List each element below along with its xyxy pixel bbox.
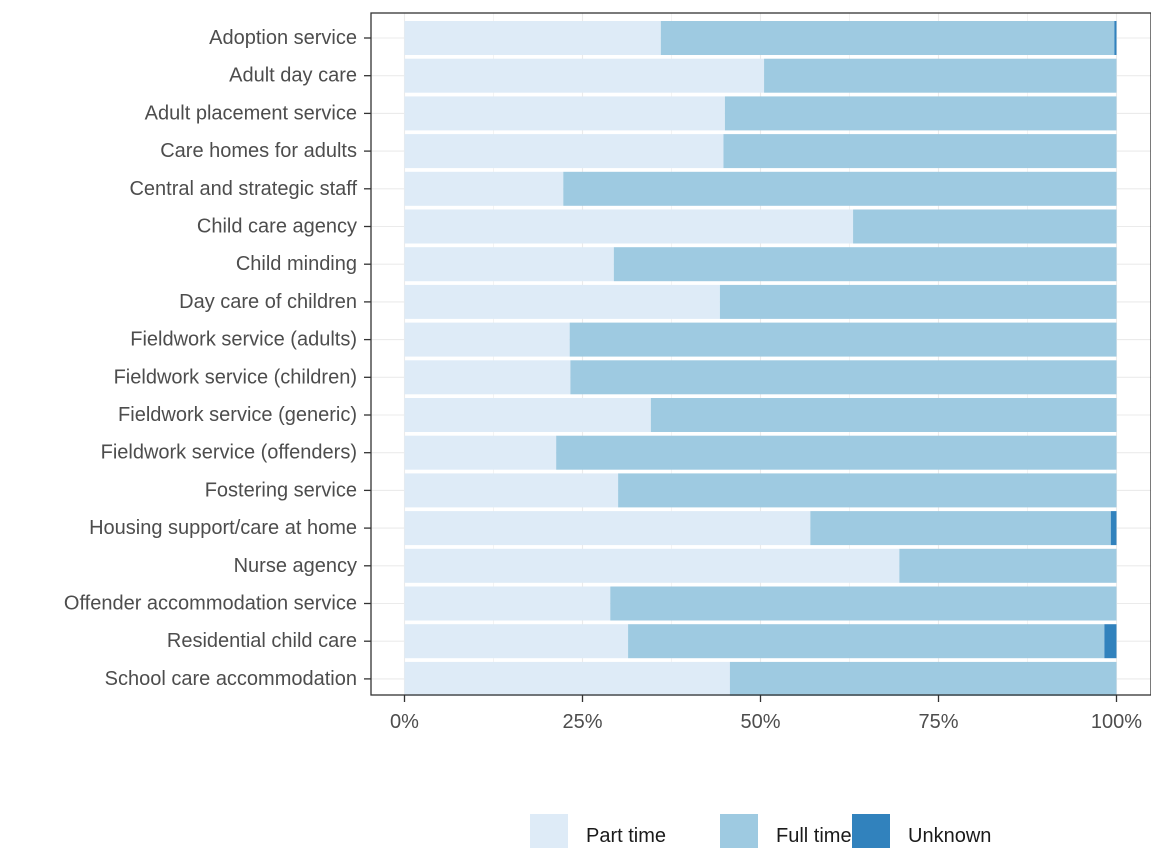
x-axis-labels: 0% 25% 50% 75% 100%: [390, 695, 1142, 733]
legend-key-unknown: [852, 814, 890, 848]
y-axis-labels: Adoption service Adult day care Adult plac…: [64, 27, 371, 690]
x-tick-label: 25%: [562, 711, 602, 733]
x-tick-label: 100%: [1091, 711, 1142, 733]
bar-segment-full-time: [724, 96, 1117, 131]
x-tick-label: 50%: [740, 711, 780, 733]
y-tick-label: Fieldwork service (adults): [130, 329, 357, 351]
bar-segment-part-time: [404, 58, 765, 93]
bar-segment-full-time: [613, 247, 1117, 282]
bar-segment-part-time: [404, 473, 619, 508]
y-tick-label: Fostering service: [205, 479, 357, 501]
bar-segment-part-time: [404, 586, 611, 621]
bar-segment-full-time: [650, 398, 1117, 432]
bar-segment-full-time: [660, 21, 1115, 55]
bar-segment-full-time: [899, 548, 1117, 583]
legend-label: Unknown: [908, 825, 991, 847]
bar-segment-part-time: [404, 398, 651, 432]
legend-label: Part time: [586, 825, 666, 847]
bar-segment-part-time: [404, 134, 724, 169]
bar-segment-full-time: [569, 322, 1117, 357]
bar-segment-part-time: [404, 511, 811, 546]
legend: Part time Full time Unknown: [530, 814, 991, 848]
x-tick-label: 0%: [390, 711, 419, 733]
legend-key-full-time: [720, 814, 758, 848]
bar-segment-part-time: [404, 21, 661, 55]
y-tick-label: Nurse agency: [234, 555, 357, 577]
bar-segment-full-time: [610, 586, 1117, 621]
bar-segment-unknown: [1104, 624, 1117, 659]
legend-key-part-time: [530, 814, 568, 848]
bar-segment-part-time: [404, 624, 629, 659]
y-tick-label: Adoption service: [209, 27, 357, 49]
bar-segment-unknown: [1110, 511, 1117, 546]
bar-segment-part-time: [404, 435, 557, 470]
y-tick-label: Housing support/care at home: [89, 517, 357, 539]
y-tick-label: Fieldwork service (generic): [118, 404, 357, 426]
y-tick-label: Adult placement service: [145, 102, 357, 124]
bar-segment-part-time: [404, 322, 570, 357]
bar-segment-part-time: [404, 171, 564, 206]
bar-segment-part-time: [404, 284, 720, 319]
bar-segment-full-time: [853, 209, 1117, 244]
x-tick-label: 75%: [918, 711, 958, 733]
y-tick-label: Residential child care: [167, 630, 357, 652]
bar-segment-full-time: [719, 284, 1117, 319]
bar-segment-part-time: [404, 209, 854, 244]
y-tick-label: Central and strategic staff: [129, 178, 357, 200]
bar-segment-unknown: [1114, 21, 1117, 55]
bar-segment-part-time: [404, 247, 614, 282]
bar-segment-full-time: [723, 134, 1117, 169]
bar-segment-full-time: [628, 624, 1105, 659]
bar-segment-full-time: [729, 661, 1117, 696]
y-tick-label: Offender accommodation service: [64, 593, 357, 615]
bar-segment-full-time: [563, 171, 1117, 206]
bar-segment-part-time: [404, 96, 725, 131]
y-tick-label: Child care agency: [197, 216, 357, 238]
bars: [404, 21, 1117, 696]
bar-segment-full-time: [570, 360, 1117, 395]
legend-label: Full time: [776, 825, 852, 847]
bar-segment-part-time: [404, 661, 730, 696]
y-tick-label: Care homes for adults: [160, 140, 357, 162]
bar-segment-full-time: [810, 511, 1111, 546]
bar-segment-full-time: [618, 473, 1117, 508]
y-tick-label: Child minding: [236, 253, 357, 275]
y-tick-label: Adult day care: [229, 65, 357, 87]
bar-segment-part-time: [404, 548, 900, 583]
bar-segment-full-time: [556, 435, 1117, 470]
y-tick-label: Day care of children: [179, 291, 357, 313]
bar-segment-full-time: [764, 58, 1117, 93]
y-tick-label: School care accommodation: [105, 668, 357, 690]
y-tick-label: Fieldwork service (children): [114, 366, 357, 388]
bar-segment-part-time: [404, 360, 571, 395]
y-tick-label: Fieldwork service (offenders): [101, 442, 357, 464]
